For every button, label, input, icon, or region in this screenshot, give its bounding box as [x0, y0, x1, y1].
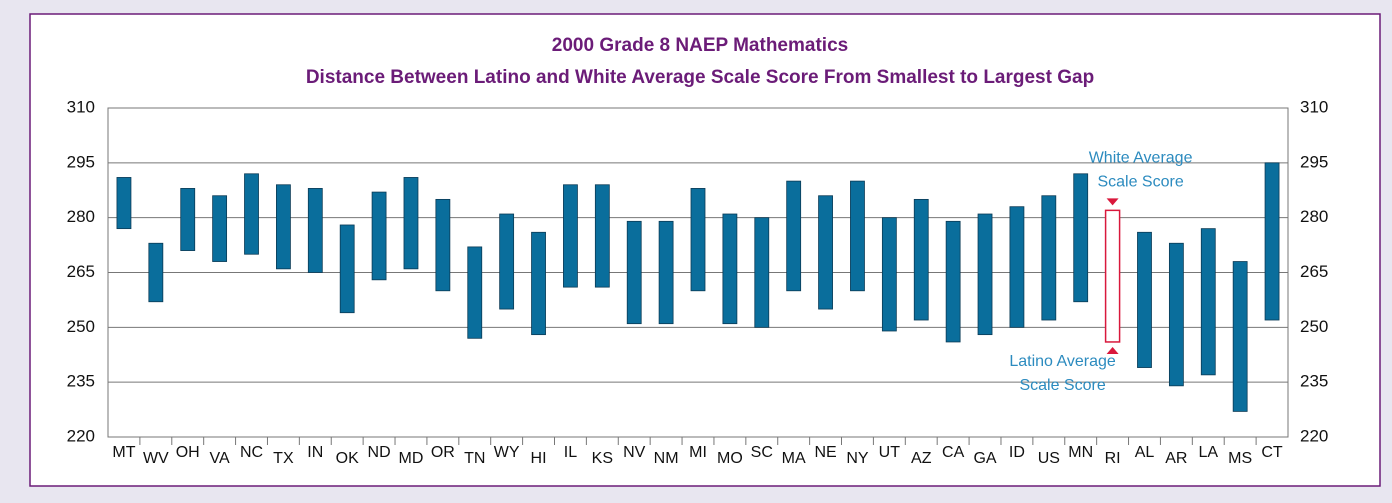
x-tick-label: IL [564, 444, 577, 461]
annotation: Latino Average [1009, 353, 1116, 370]
x-tick-label: TX [273, 450, 294, 467]
x-tick-label: MS [1228, 450, 1252, 467]
y-tick-label: 250 [67, 317, 95, 336]
bar [371, 191, 387, 281]
bar [1168, 242, 1184, 387]
bar [212, 195, 228, 262]
y-tick-label: 310 [67, 97, 95, 116]
y-tick-label: 295 [67, 152, 95, 171]
x-tick-label: OK [336, 450, 359, 467]
y-tick-label: 265 [67, 262, 95, 281]
x-tick-label: RI [1105, 450, 1121, 467]
y2-tick-label: 265 [1300, 262, 1328, 281]
bar [1200, 228, 1216, 376]
bar [1073, 173, 1089, 303]
x-tick-label: AL [1135, 444, 1155, 461]
bar [531, 231, 546, 336]
x-tick-label: US [1038, 450, 1060, 467]
bar [116, 177, 132, 230]
x-tick-label: MT [112, 444, 135, 461]
x-tick-label: NM [654, 450, 679, 467]
bar [1232, 261, 1248, 412]
x-tick-label: AZ [911, 450, 932, 467]
bar [786, 180, 802, 292]
bar [626, 220, 642, 325]
bar [722, 213, 738, 325]
x-tick-label: CA [942, 444, 965, 461]
x-tick-label: CT [1261, 444, 1283, 461]
bar [1009, 206, 1025, 328]
bar [658, 220, 674, 325]
x-tick-label: MD [399, 450, 424, 467]
x-tick-label: SC [751, 444, 773, 461]
y2-tick-label: 280 [1300, 207, 1328, 226]
bar [1264, 162, 1280, 321]
x-tick-label: NE [814, 444, 836, 461]
annotation: Scale Score [1097, 174, 1183, 191]
bar [499, 213, 515, 310]
bar [818, 195, 833, 310]
chart-title: 2000 Grade 8 NAEP Mathematics [552, 35, 848, 56]
bar [690, 188, 706, 292]
y2-tick-label: 250 [1300, 317, 1328, 336]
bar [1137, 231, 1152, 368]
x-tick-label: IN [307, 444, 323, 461]
bar [1041, 195, 1057, 321]
annotation: White Average [1089, 150, 1193, 167]
x-tick-label: TN [464, 450, 485, 467]
bar [913, 198, 929, 321]
x-tick-label: MN [1068, 444, 1093, 461]
bar [881, 217, 897, 332]
x-tick-label: OR [431, 444, 455, 461]
x-tick-label: MA [782, 450, 806, 467]
x-tick-label: VA [210, 450, 230, 467]
x-tick-label: UT [879, 444, 901, 461]
x-tick-label: ND [368, 444, 391, 461]
bar [945, 220, 961, 343]
bar [276, 184, 291, 270]
x-tick-label: NY [846, 450, 869, 467]
x-tick-label: AR [1165, 450, 1187, 467]
y-tick-label: 280 [67, 207, 95, 226]
x-tick-label: HI [531, 450, 547, 467]
y-tick-label: 235 [67, 372, 95, 391]
x-tick-label: OH [176, 444, 200, 461]
chart-subtitle: Distance Between Latino and White Averag… [306, 67, 1094, 88]
bar [244, 173, 259, 255]
bar [467, 246, 483, 339]
x-tick-label: GA [973, 450, 996, 467]
bar [180, 188, 196, 251]
x-tick-label: WV [143, 450, 169, 467]
annotation: Scale Score [1019, 377, 1105, 394]
bar [307, 188, 323, 273]
x-tick-label: LA [1198, 444, 1218, 461]
bar [563, 184, 578, 288]
x-tick-label: MO [717, 450, 743, 467]
x-tick-label: ID [1009, 444, 1025, 461]
y2-tick-label: 220 [1300, 426, 1328, 445]
annotation-arrow [1106, 198, 1119, 206]
x-tick-label: NV [623, 444, 646, 461]
bar [594, 184, 610, 288]
bar [435, 198, 451, 292]
bar [850, 180, 865, 292]
bar [403, 177, 419, 270]
bar [754, 217, 770, 328]
bar [1104, 209, 1121, 343]
annotation-arrow [1106, 346, 1119, 354]
y-tick-label: 220 [67, 426, 95, 445]
bar [339, 224, 355, 314]
y2-tick-label: 310 [1300, 97, 1328, 116]
bar [148, 242, 164, 303]
y2-tick-label: 235 [1300, 372, 1328, 391]
x-tick-label: MI [689, 444, 707, 461]
x-tick-label: NC [240, 444, 263, 461]
y2-tick-label: 295 [1300, 152, 1328, 171]
x-tick-label: KS [592, 450, 613, 467]
x-tick-label: WY [494, 444, 520, 461]
bar [977, 213, 993, 336]
